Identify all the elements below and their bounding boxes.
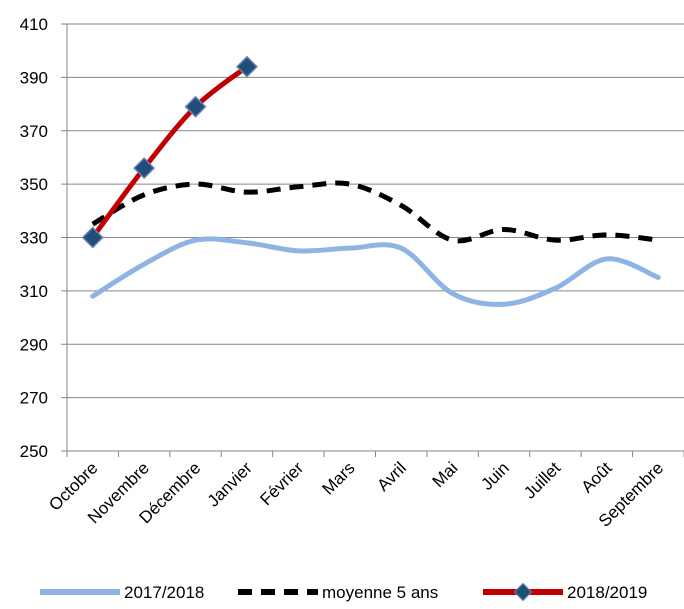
- gridlines: [67, 23, 684, 399]
- x-tick-label: Avril: [373, 458, 410, 495]
- y-tick-label: 410: [20, 15, 48, 34]
- y-tick-label: 310: [20, 282, 48, 301]
- y-tick-label: 370: [20, 122, 48, 141]
- x-tick-label: Janvier: [204, 458, 256, 510]
- series-1: [91, 180, 659, 244]
- data-point-marker: [133, 157, 156, 180]
- y-tick-label: 390: [20, 68, 48, 87]
- y-tick-label: 290: [20, 335, 48, 354]
- legend-item: 2018/2019: [483, 582, 647, 602]
- legend: 2017/2018 moyenne 5 ans 2018/2019: [40, 582, 647, 602]
- axes: [61, 23, 684, 457]
- legend-marker: [513, 582, 533, 602]
- series-2: [81, 55, 258, 249]
- series-line: [90, 236, 661, 307]
- x-tick-label: Mars: [318, 458, 358, 498]
- series-line: [90, 64, 250, 240]
- x-tick-label: Août: [578, 458, 616, 496]
- legend-item: 2017/2018: [40, 583, 204, 602]
- y-axis-tick-labels: 250 270 290 310 330 350 370 390 410: [20, 15, 48, 461]
- x-tick-label: Juillet: [520, 458, 564, 502]
- x-tick-label: Février: [256, 458, 307, 509]
- series-0: [90, 236, 661, 307]
- series-line: [91, 180, 659, 244]
- x-tick-label: Mai: [429, 458, 462, 491]
- y-tick-label: 350: [20, 175, 48, 194]
- legend-label: 2017/2018: [124, 583, 204, 602]
- legend-label: 2018/2019: [567, 583, 647, 602]
- data-point-marker: [81, 226, 104, 249]
- legend-label: moyenne 5 ans: [322, 583, 438, 602]
- legend-item: moyenne 5 ans: [238, 583, 438, 602]
- y-tick-label: 330: [20, 229, 48, 248]
- x-tick-label: Juin: [477, 458, 512, 493]
- y-tick-label: 270: [20, 389, 48, 408]
- data-point-marker: [235, 55, 258, 78]
- y-tick-label: 250: [20, 442, 48, 461]
- series-lines: [81, 55, 661, 307]
- data-point-marker: [184, 95, 207, 118]
